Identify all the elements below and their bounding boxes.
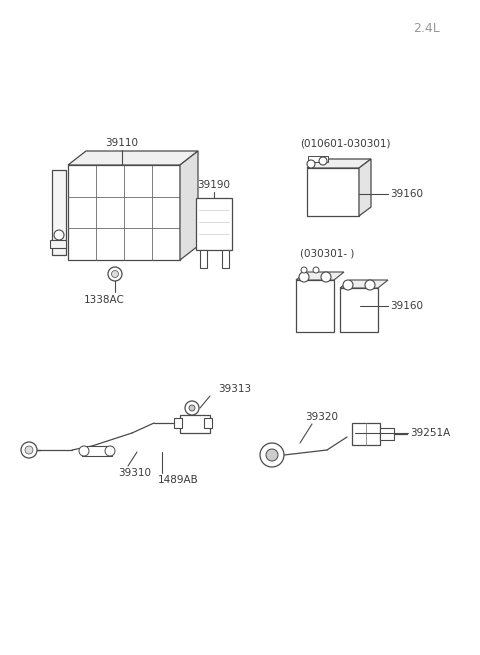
Bar — [180, 415, 210, 433]
Text: 39313: 39313 — [218, 384, 251, 394]
Bar — [50, 240, 66, 248]
Circle shape — [21, 442, 37, 458]
Text: 39320: 39320 — [305, 412, 338, 422]
Circle shape — [189, 405, 195, 411]
Text: 39310: 39310 — [118, 468, 151, 478]
Bar — [200, 250, 207, 268]
Circle shape — [321, 272, 331, 282]
Circle shape — [299, 272, 309, 282]
Circle shape — [307, 160, 315, 168]
Polygon shape — [359, 159, 371, 216]
Circle shape — [25, 446, 33, 454]
Text: 39110: 39110 — [106, 138, 139, 148]
Circle shape — [343, 280, 353, 290]
Bar — [308, 156, 328, 162]
Text: 1338AC: 1338AC — [84, 295, 124, 305]
Text: 1489AB: 1489AB — [158, 475, 199, 485]
Bar — [296, 280, 334, 332]
Polygon shape — [180, 151, 198, 260]
Circle shape — [111, 271, 119, 278]
Bar — [204, 418, 212, 428]
Text: (010601-030301): (010601-030301) — [300, 138, 391, 148]
Circle shape — [365, 280, 375, 290]
Circle shape — [301, 267, 307, 273]
Bar — [196, 198, 232, 250]
Text: 39160: 39160 — [390, 189, 423, 199]
Polygon shape — [296, 272, 344, 280]
Circle shape — [105, 446, 115, 456]
Circle shape — [319, 157, 327, 165]
Circle shape — [185, 401, 199, 415]
Text: 39190: 39190 — [197, 180, 230, 190]
Bar — [174, 418, 182, 428]
Bar — [307, 168, 359, 216]
Text: (030301- ): (030301- ) — [300, 248, 354, 258]
Bar — [52, 170, 66, 255]
Polygon shape — [307, 159, 371, 168]
Bar — [68, 165, 180, 260]
Text: 39251A: 39251A — [410, 428, 450, 438]
Circle shape — [260, 443, 284, 467]
Bar — [82, 446, 112, 456]
Circle shape — [313, 267, 319, 273]
Circle shape — [266, 449, 278, 461]
Bar — [340, 288, 378, 332]
Circle shape — [108, 267, 122, 281]
Circle shape — [79, 446, 89, 456]
Bar — [380, 428, 394, 440]
Text: 39160: 39160 — [390, 301, 423, 311]
Polygon shape — [68, 151, 198, 165]
Circle shape — [54, 230, 64, 240]
Bar — [222, 250, 229, 268]
Polygon shape — [340, 280, 388, 288]
Bar — [352, 423, 380, 445]
Text: 2.4L: 2.4L — [413, 22, 440, 35]
